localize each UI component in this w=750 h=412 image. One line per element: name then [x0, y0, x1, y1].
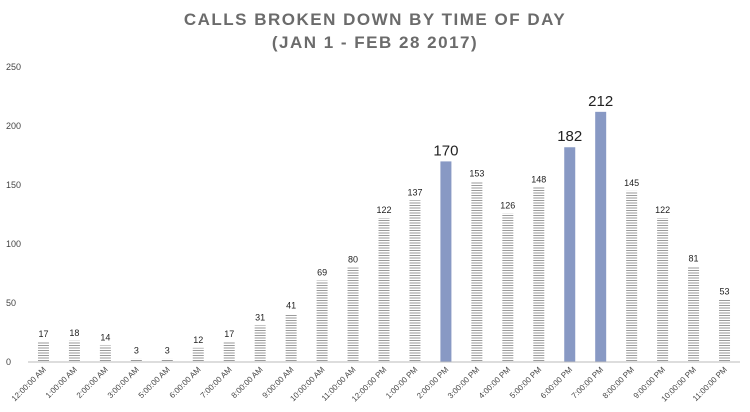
x-axis: 12:00:00 AM1:00:00 AM2:00:00 AM3:00:00 A… [10, 361, 740, 403]
x-tick-label: 3:00:00 AM [106, 365, 141, 400]
y-tick-label: 100 [6, 239, 21, 249]
y-tick-label: 150 [6, 180, 21, 190]
data-label: 18 [69, 328, 79, 338]
bar [68, 340, 80, 362]
bar [471, 181, 483, 362]
chart-title: CALLS BROKEN DOWN BY TIME OF DAY [183, 10, 567, 29]
y-tick-label: 250 [6, 62, 21, 72]
x-tick-label: 2:00:00 PM [415, 365, 451, 401]
bar [223, 341, 235, 362]
data-label: 126 [500, 200, 515, 210]
bar [285, 313, 297, 362]
x-tick-label: 7:00:00 AM [199, 365, 234, 400]
data-label: 137 [407, 187, 422, 197]
bar [533, 187, 545, 362]
data-label: 69 [317, 268, 327, 278]
x-tick-label: 5:00:00 PM [508, 365, 544, 401]
bar [657, 218, 669, 362]
data-label: 53 [720, 286, 730, 296]
highlighted-data-label: 182 [557, 128, 582, 145]
bar [130, 358, 142, 362]
bar [378, 218, 390, 362]
x-tick-label: 1:00:00 AM [44, 365, 79, 400]
bar [99, 345, 111, 362]
chart-subtitle: (JAN 1 - FEB 28 2017) [271, 33, 479, 52]
data-label: 12 [193, 335, 203, 345]
bar [161, 358, 173, 362]
bars-group: 17 18 14 3 3 12 17 31 41 69 80 122 137 170 153 126 148 18… [37, 93, 731, 362]
highlighted-bar [595, 111, 607, 362]
bar [719, 299, 731, 362]
x-tick-label: 3:00:00 PM [446, 365, 482, 401]
bar [192, 347, 204, 362]
bar [409, 200, 421, 362]
y-tick-label: 200 [6, 121, 21, 131]
x-tick-label: 8:00:00 PM [601, 365, 637, 401]
y-tick-label: 0 [6, 357, 11, 367]
data-label: 17 [224, 329, 234, 339]
highlighted-data-label: 212 [588, 93, 613, 110]
bar [254, 325, 266, 362]
data-label: 153 [469, 168, 484, 178]
highlighted-bar [440, 161, 452, 362]
data-label: 31 [255, 312, 265, 322]
x-tick-label: 2:00:00 AM [75, 365, 110, 400]
bar [626, 190, 638, 362]
data-label: 148 [531, 174, 546, 184]
highlighted-data-label: 170 [433, 142, 458, 159]
x-tick-label: 6:00:00 PM [539, 365, 575, 401]
bar [688, 266, 700, 362]
data-label: 3 [165, 345, 170, 355]
x-tick-label: 4:00:00 PM [477, 365, 513, 401]
bar [502, 213, 514, 362]
data-label: 122 [376, 205, 391, 215]
x-tick-label: 7:00:00 PM [570, 365, 606, 401]
data-label: 14 [100, 332, 110, 342]
x-tick-label: 1:00:00 PM [384, 365, 420, 401]
data-label: 81 [689, 253, 699, 263]
x-tick-label: 8:00:00 AM [230, 365, 265, 400]
data-label: 145 [624, 178, 639, 188]
x-tick-label: 5:00:00 AM [137, 365, 172, 400]
x-tick-label: 12:00:00 AM [10, 365, 48, 403]
data-label: 41 [286, 301, 296, 311]
data-label: 3 [134, 345, 139, 355]
data-label: 122 [655, 205, 670, 215]
data-label: 17 [38, 329, 48, 339]
bar [347, 267, 359, 362]
bar [37, 341, 49, 362]
highlighted-bar [564, 147, 576, 362]
x-tick-label: 6:00:00 AM [168, 365, 203, 400]
y-axis: 0 50 100 150 200 250 [6, 62, 21, 367]
data-label: 80 [348, 255, 358, 265]
bar [316, 280, 328, 362]
y-tick-label: 50 [6, 298, 16, 308]
